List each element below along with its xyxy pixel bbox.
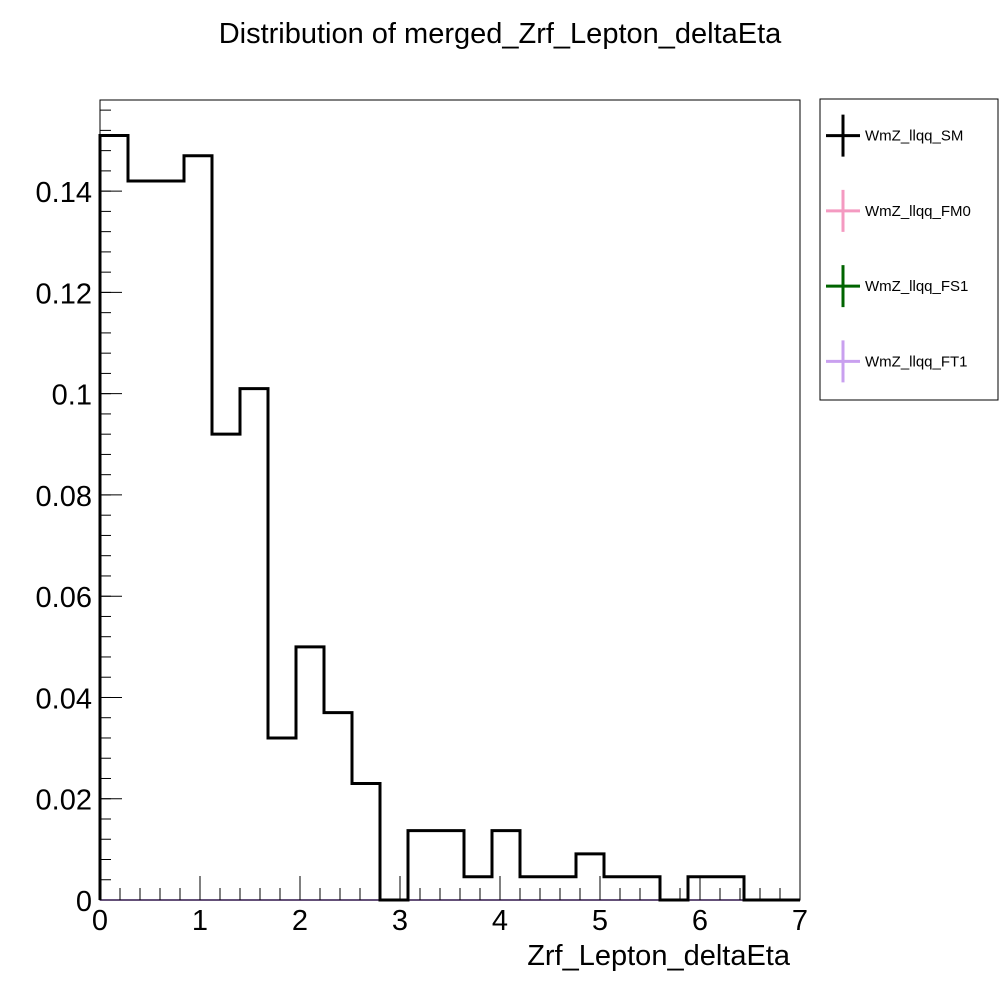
histogram-bin [156,181,184,900]
y-tick-label: 0.14 [36,177,92,209]
axes: 0 0.02 0.04 0.06 0.08 0.1 0.12 0.14 0 1 2 3 4 5 6 7 [36,99,808,937]
legend: WmZ_llqq_SM WmZ_llqq_FM0 WmZ_llqq_FS1 WmZ_l… [819,98,999,401]
plot-frame [99,99,801,901]
legend-entry: WmZ_llqq_FT1 [826,340,968,383]
x-tick-label: 4 [492,905,508,937]
x-tick-label: 0 [92,905,108,937]
histogram-bin [240,389,268,900]
histogram-bin [408,831,436,900]
y-tick-label: 0.04 [36,683,92,715]
histogram-bin [520,877,548,900]
histogram-bin [268,738,296,900]
x-tick-label: 2 [292,905,308,937]
y-tick-label: 0.06 [36,582,92,614]
x-axis-title: Zrf_Lepton_deltaEta [527,940,791,972]
histogram-bin [212,434,240,900]
legend-label: WmZ_llqq_FT1 [865,353,968,370]
histogram-bin [184,156,212,900]
histogram-bin [296,647,324,900]
x-tick-label: 7 [792,905,808,937]
histogram-bin [632,877,660,900]
y-tick-label: 0.12 [36,278,92,310]
histogram-bin [464,877,492,900]
y-tick-label: 0 [76,886,92,918]
x-tick-label: 5 [592,905,608,937]
histogram-bin [128,181,156,900]
legend-label: WmZ_llqq_FS1 [865,278,968,295]
legend-entry: WmZ_llqq_FS1 [826,265,968,308]
plot-area [98,133,800,902]
legend-label: WmZ_llqq_FM0 [865,203,971,220]
histogram-bin [688,877,716,900]
x-tick-label: 1 [192,905,208,937]
legend-label: WmZ_llqq_SM [865,128,963,145]
legend-entry: WmZ_llqq_FM0 [826,189,971,232]
y-tick-label: 0.08 [36,481,92,513]
histogram-bin [492,831,520,900]
histogram-bin [100,135,128,900]
x-tick-label: 6 [692,905,708,937]
legend-entry: WmZ_llqq_SM [826,114,963,157]
y-tick-label: 0.02 [36,785,92,817]
y-tick-label: 0.1 [52,380,92,412]
histogram-bin [352,784,380,900]
chart-title: Distribution of merged_Zrf_Lepton_deltaE… [219,18,782,50]
legend-box [819,98,999,401]
x-tick-label: 3 [392,905,408,937]
histogram-bin [604,877,632,900]
histogram-bin [324,713,352,900]
histogram-bin [548,877,576,900]
